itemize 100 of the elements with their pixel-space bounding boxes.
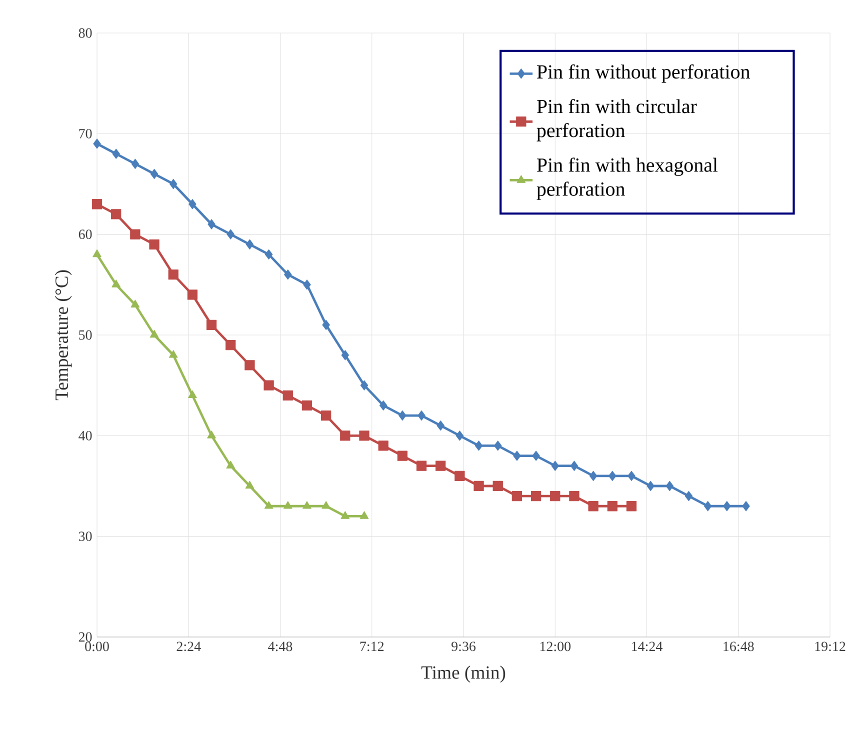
point [360,511,369,519]
point [169,178,178,190]
point [168,270,178,280]
point [607,501,618,512]
point [226,340,236,350]
point [187,290,198,300]
point [360,380,368,390]
y-tick-label: 40 [78,430,92,440]
point [513,450,521,461]
point [226,460,236,469]
point [626,501,637,512]
point [246,239,254,250]
point [284,270,292,280]
point [589,470,598,481]
point [397,450,408,461]
point [149,239,160,250]
x-tick-label: 9:36 [452,642,476,652]
y-tick-label: 50 [79,330,92,340]
point [570,460,578,471]
point [264,501,274,509]
point [454,470,465,481]
point [264,249,273,260]
x-tick-label: 2:24 [176,642,201,652]
point [530,490,542,502]
y-tick-label: 80 [78,28,92,38]
point [303,280,311,290]
point [130,229,140,240]
x-tick-label: 0:00 [85,642,109,652]
point [302,400,312,411]
y-tick-label: 70 [79,128,92,138]
point [608,470,616,481]
point [666,480,674,492]
y-axis-title: Temperature (°C) [54,270,72,400]
point [188,199,196,210]
point [474,440,483,451]
point [723,501,731,512]
point [646,480,654,492]
point [532,450,540,461]
point [418,410,426,421]
x-tick-label: 19:12 [815,642,846,652]
x-axis-title: Time (min) [421,666,506,683]
point [398,410,406,421]
point [282,390,293,400]
point [188,390,197,398]
point [131,158,140,169]
point [130,300,140,308]
legend-label: Pin fin with hexagonal perforation [536,158,718,200]
point [112,280,121,288]
point [302,501,312,509]
point [150,330,159,338]
point [322,501,330,509]
point [150,168,158,179]
legend-label: Pin fin with circular perforation [536,98,697,142]
point [340,430,350,441]
x-tick-label: 4:48 [268,642,292,652]
point [551,460,559,471]
point [207,430,216,438]
point [112,148,120,159]
point [379,400,388,411]
point [416,460,427,471]
point [111,209,122,220]
point [283,501,292,509]
point [474,480,484,492]
point [340,511,350,519]
legend-label: Pin fin without perforation [537,64,750,83]
point [92,249,102,258]
point [226,229,234,240]
point [341,350,350,360]
x-tick-label: 12:00 [540,642,571,652]
point [206,320,217,330]
point [512,490,522,502]
y-tick-label: 60 [78,230,92,240]
point [245,480,254,489]
point [322,320,330,330]
x-tick-label: 14:24 [632,642,662,652]
point [168,350,178,358]
point [742,501,750,512]
point [92,199,102,210]
point [494,440,502,451]
y-tick-label: 30 [78,532,92,542]
point [569,490,580,502]
point [550,490,560,502]
point [244,360,255,370]
point [684,490,693,502]
point [492,480,503,492]
point [436,420,444,431]
point [436,460,446,471]
point [704,501,712,512]
x-tick-label: 16:48 [724,642,754,652]
point [456,430,464,441]
point [359,430,370,441]
point [628,470,636,481]
y-tick-label: 20 [78,632,92,642]
point [208,219,216,230]
point [588,501,598,512]
x-tick-label: 7:12 [360,642,384,652]
point [321,410,332,421]
point [264,380,274,390]
point [93,138,101,149]
point [378,440,388,451]
